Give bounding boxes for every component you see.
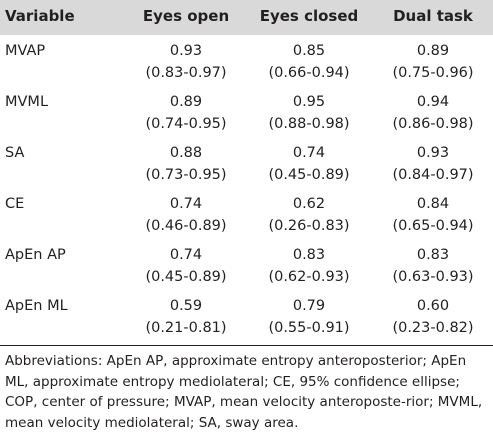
cell-ci: (0.45-0.89) [268,167,350,183]
cell-value: 0.74 [169,196,203,212]
cell-value: 0.94 [416,94,450,110]
variable-label: CE [5,196,25,212]
cell-dual-task: 0.60 (0.23-0.82) [376,295,490,339]
cell-value: 0.79 [292,298,326,314]
cell-eyes-open: 0.89 (0.74-0.95) [127,91,245,135]
cell-dual-task: 0.94 (0.86-0.98) [376,91,490,135]
variable-label: SA [5,145,25,161]
table-footnote: Abbreviations: ApEn AP, approximate entr… [5,353,483,431]
cell-value: 0.74 [169,247,203,263]
cell-eyes-open: 0.59 (0.21-0.81) [127,295,245,339]
cell-ci: (0.26-0.83) [268,218,350,234]
cell-eyes-open: 0.74 (0.46-0.89) [127,193,245,237]
cell-ci: (0.66-0.94) [268,65,350,81]
cell-ci: (0.83-0.97) [145,65,227,81]
table-row-sa: SA 0.88 (0.73-0.95) 0.74 (0.45-0.89) 0.93 (… [0,142,493,190]
cell-ci: (0.65-0.94) [392,218,474,234]
cell-value: 0.89 [169,94,203,110]
cell-ci: (0.62-0.93) [268,269,350,285]
cell-eyes-closed: 0.62 (0.26-0.83) [249,193,369,237]
table-row-apen-ml: ApEn ML 0.59 (0.21-0.81) 0.79 (0.55-0.91) … [0,295,493,343]
variable-label: MVML [5,94,49,110]
header-eyes-closed: Eyes closed [259,7,359,25]
cell-ci: (0.55-0.91) [268,320,350,336]
variable-label: MVAP [5,43,46,59]
cell-value: 0.93 [169,43,203,59]
cell-ci: (0.84-0.97) [392,167,474,183]
cell-value: 0.93 [416,145,450,161]
cell-ci: (0.23-0.82) [392,320,474,336]
cell-ci: (0.75-0.96) [392,65,474,81]
cell-ci: (0.63-0.93) [392,269,474,285]
cell-value: 0.60 [416,298,450,314]
cell-dual-task: 0.83 (0.63-0.93) [376,244,490,288]
table-row-ce: CE 0.74 (0.46-0.89) 0.62 (0.26-0.83) 0.84 (… [0,193,493,241]
table-header: Variable Eyes open Eyes closed Dual task [0,0,493,35]
cell-ci: (0.88-0.98) [268,116,350,132]
cell-ci: (0.45-0.89) [145,269,227,285]
cell-ci: (0.73-0.95) [145,167,227,183]
table-bottom-rule [0,345,493,346]
cell-value: 0.84 [416,196,450,212]
cell-eyes-open: 0.88 (0.73-0.95) [127,142,245,186]
cell-eyes-closed: 0.83 (0.62-0.93) [249,244,369,288]
header-variable: Variable [5,7,75,25]
variable-label: ApEn AP [5,247,66,263]
cell-value: 0.59 [169,298,203,314]
header-eyes-open: Eyes open [142,7,230,25]
cell-value: 0.83 [416,247,450,263]
cell-eyes-open: 0.74 (0.45-0.89) [127,244,245,288]
header-dual-task: Dual task [393,7,473,25]
cell-ci: (0.74-0.95) [145,116,227,132]
cell-dual-task: 0.84 (0.65-0.94) [376,193,490,237]
table-row-mvap: MVAP 0.93 (0.83-0.97) 0.85 (0.66-0.94) 0.8… [0,40,493,88]
cell-ci: (0.86-0.98) [392,116,474,132]
cell-value: 0.88 [169,145,203,161]
cell-eyes-closed: 0.95 (0.88-0.98) [249,91,369,135]
cell-value: 0.62 [292,196,326,212]
table-row-mvml: MVML 0.89 (0.74-0.95) 0.95 (0.88-0.98) 0.9… [0,91,493,139]
cell-dual-task: 0.89 (0.75-0.96) [376,40,490,84]
cell-eyes-closed: 0.74 (0.45-0.89) [249,142,369,186]
cell-eyes-closed: 0.85 (0.66-0.94) [249,40,369,84]
cell-eyes-closed: 0.79 (0.55-0.91) [249,295,369,339]
variable-label: ApEn ML [5,298,68,314]
cell-value: 0.89 [416,43,450,59]
cell-value: 0.74 [292,145,326,161]
cell-value: 0.85 [292,43,326,59]
cell-dual-task: 0.93 (0.84-0.97) [376,142,490,186]
cell-value: 0.95 [292,94,326,110]
cell-ci: (0.21-0.81) [145,320,227,336]
cell-value: 0.83 [292,247,326,263]
table-row-apen-ap: ApEn AP 0.74 (0.45-0.89) 0.83 (0.62-0.93) … [0,244,493,292]
cell-eyes-open: 0.93 (0.83-0.97) [127,40,245,84]
cell-ci: (0.46-0.89) [145,218,227,234]
